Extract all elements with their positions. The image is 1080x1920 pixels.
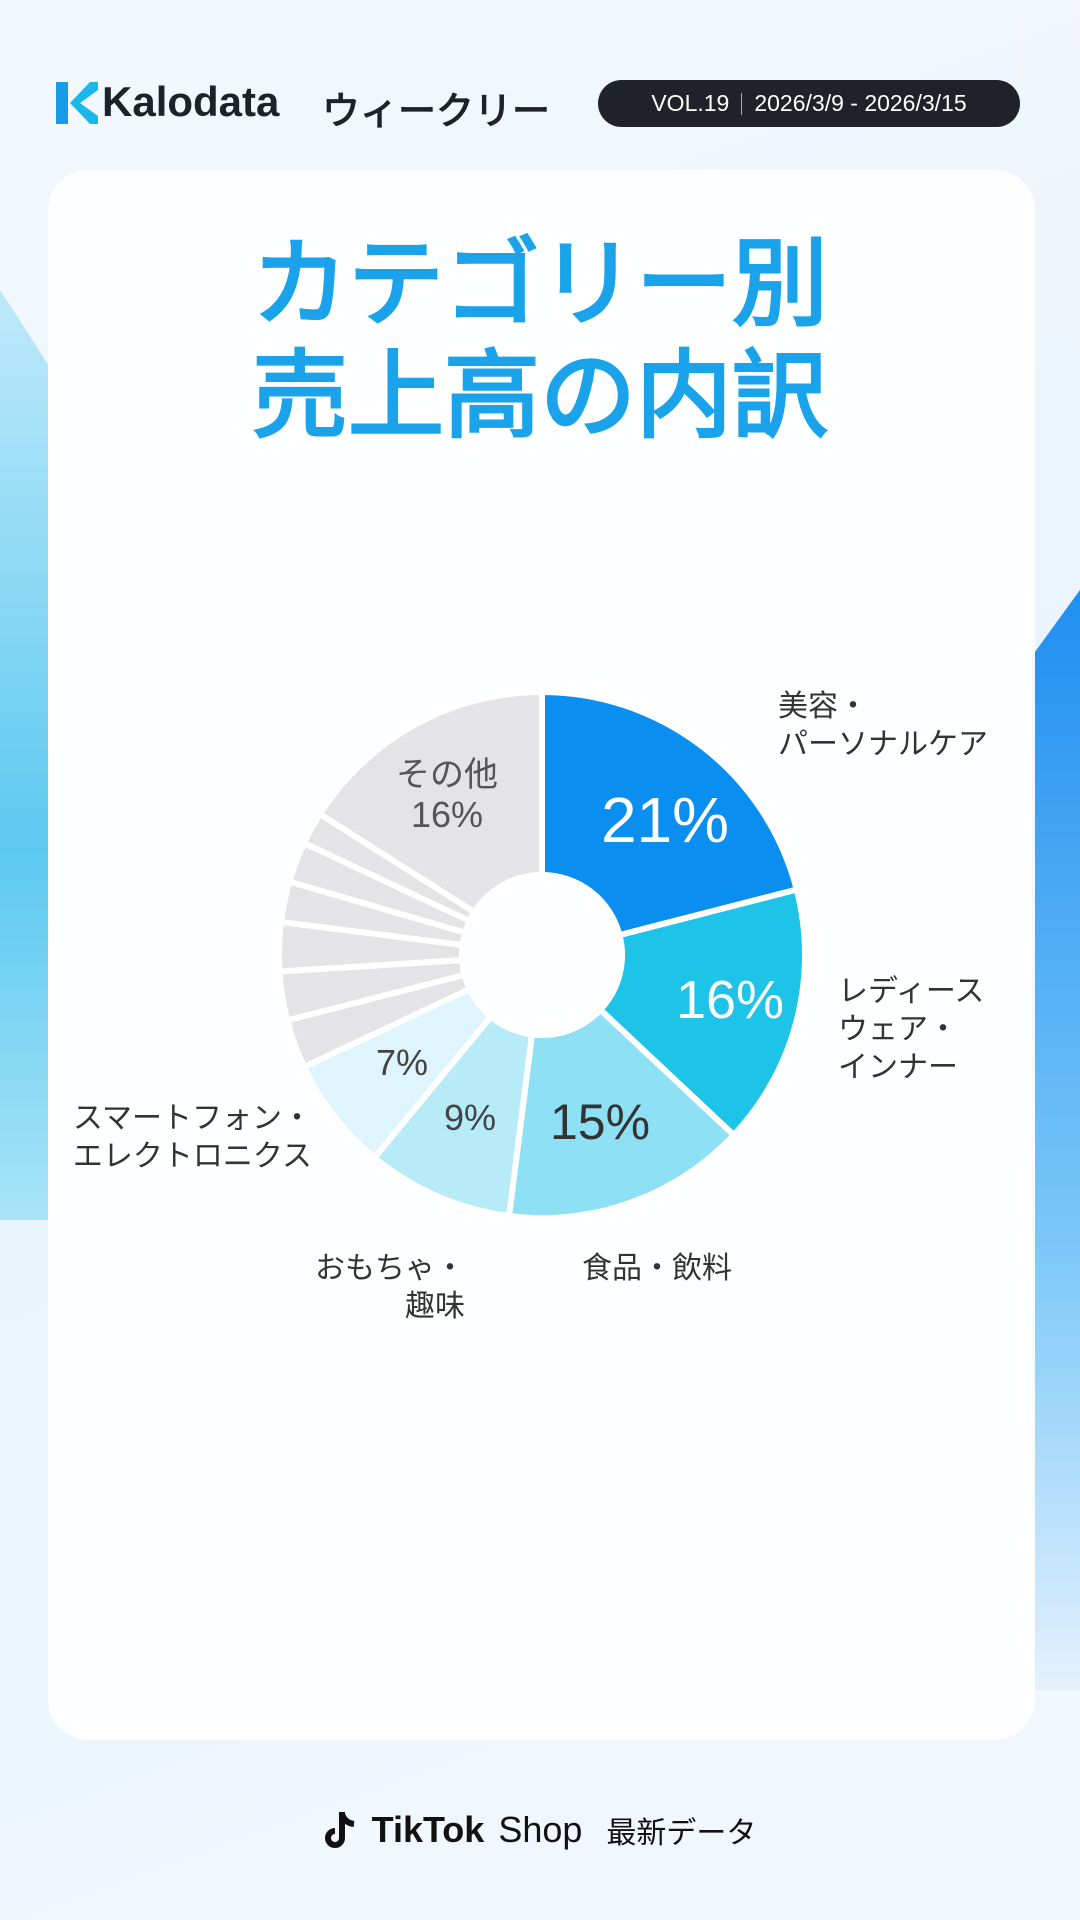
pie-slice [505,1005,738,1221]
footer-note: 最新データ [606,1816,757,1851]
category-label: レディース ウェア・ インナー [838,974,985,1085]
category-label: その他 [396,755,498,795]
logo-icon [56,82,98,124]
footer: TikTok Shop 最新データ [0,1808,1080,1852]
value-label: 9% [443,1097,497,1138]
value-label: 16% [410,794,484,835]
tiktok-icon [324,1812,355,1848]
pie-slice [370,1012,536,1220]
footer-brand: TikTok [371,1809,485,1850]
category-label: 美容・ パーソナルケア [778,689,988,762]
card [48,170,1035,1740]
chart-title: カテゴリー別 売上高の内訳 [252,228,828,452]
period: 2026/3/9 - 2026/3/15 [754,90,967,116]
decor-left [0,290,48,1220]
series-name: ウィークリー [322,89,551,133]
volume: VOL.19 [651,90,730,116]
divider [741,92,743,115]
value-label: 7% [375,1042,429,1083]
brand: Kalodata [102,78,280,125]
category-label: 食品・飲料 [582,1251,732,1286]
category-label: スマートフォン・ エレクトロニクス [72,1101,312,1174]
decor-right [1032,590,1080,1690]
pie-slice [539,688,801,939]
pie-slice [596,885,808,1140]
value-label: 21% [600,784,730,856]
value-label: 15% [549,1094,651,1150]
category-label: おもちゃ・ 趣味 [315,1251,465,1324]
issue-pill: VOL.19 2026/3/9 - 2026/3/15 [598,80,1020,127]
footer-shop: Shop [498,1809,583,1850]
pie-slice [315,688,545,917]
value-label: 16% [675,970,785,1030]
